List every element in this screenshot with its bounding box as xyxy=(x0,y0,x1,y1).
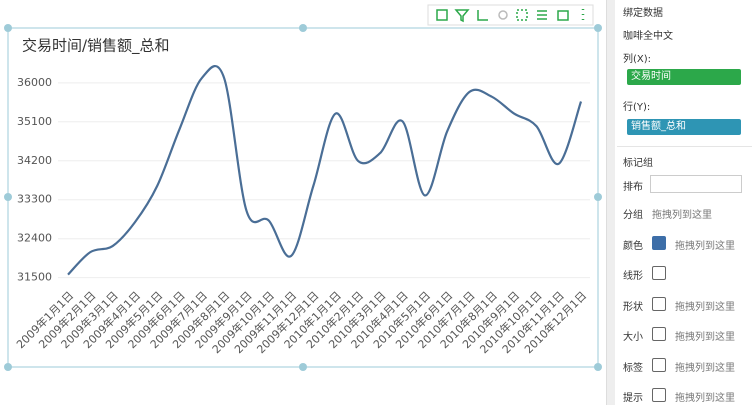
y-tick-label: 36000 xyxy=(17,76,52,89)
binding-panel: 绑定数据 咖啡全中文 列(X): 交易时间 行(Y): 销售额_总和 标记组 排… xyxy=(606,0,752,405)
mark-placeholder[interactable]: 拖拽列到这里 xyxy=(675,301,735,313)
y-tick-label: 34200 xyxy=(17,154,52,167)
y-tick-label: 35100 xyxy=(17,115,52,128)
separator xyxy=(617,146,752,147)
layout-label: 排布 xyxy=(623,182,643,193)
y-tick-label: 32400 xyxy=(17,232,52,245)
collapse-strip[interactable] xyxy=(607,0,615,405)
rows-label: 行(Y): xyxy=(623,102,651,113)
y-tick-label: 31500 xyxy=(17,271,52,284)
panel-title: 绑定数据 xyxy=(623,8,663,19)
chart-title: 交易时间/销售额_总和 xyxy=(22,37,170,56)
rows-field[interactable]: 销售额_总和 xyxy=(627,119,741,135)
mark-icon[interactable] xyxy=(652,236,666,250)
y-tick-label: 33300 xyxy=(17,193,52,206)
mark-icon[interactable] xyxy=(652,296,666,311)
mark-icon[interactable] xyxy=(652,327,666,342)
mark-placeholder[interactable]: 拖拽列到这里 xyxy=(675,332,735,344)
columns-label: 列(X): xyxy=(623,54,652,65)
mark-placeholder[interactable]: 拖拽列到这里 xyxy=(675,393,735,404)
line xyxy=(67,65,583,276)
mark-icon[interactable] xyxy=(652,266,666,281)
columns-field[interactable]: 交易时间 xyxy=(627,69,741,85)
mark-placeholder[interactable]: 拖拽列到这里 xyxy=(675,362,735,374)
mark-label: 提示 xyxy=(623,393,643,404)
handles xyxy=(4,24,602,371)
mark-icon[interactable] xyxy=(652,388,666,402)
group-label: 分组 xyxy=(623,210,643,221)
chart: 交易时间/销售额_总和 31500 32400 33300 34200 35100 360… xyxy=(4,4,602,371)
toolbar[interactable] xyxy=(427,4,594,26)
mark-label: 标签 xyxy=(623,362,643,374)
dataset-name[interactable]: 咖啡全中文 xyxy=(623,31,673,42)
mark-label: 形状 xyxy=(623,301,643,313)
mark-label: 大小 xyxy=(623,332,643,344)
marks-title: 标记组 xyxy=(623,158,653,169)
mark-icon[interactable] xyxy=(652,357,666,372)
group-placeholder[interactable]: 拖拽列到这里 xyxy=(652,210,712,221)
mark-label: 颜色 xyxy=(623,241,643,252)
mark-placeholder[interactable]: 拖拽列到这里 xyxy=(675,241,735,252)
layout-select[interactable] xyxy=(650,175,742,193)
mark-label: 线形 xyxy=(623,271,643,283)
